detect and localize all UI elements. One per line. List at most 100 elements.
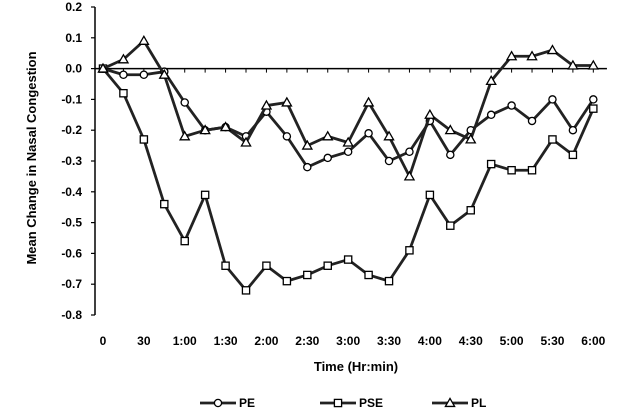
- y-tick-label: -0.3: [61, 154, 82, 168]
- data-point-pl: [383, 130, 395, 141]
- series-pse: [98, 64, 598, 295]
- data-point-pse: [446, 221, 455, 230]
- data-point-pse: [262, 261, 271, 270]
- legend-marker-pl: [444, 397, 456, 408]
- y-tick-label: -0.8: [61, 308, 82, 322]
- data-point-pe: [364, 129, 373, 138]
- data-point-pse: [282, 276, 292, 286]
- x-axis-ticks: 0 30 1:00 1:30 2:00 2:30 3:00 3:30 4:00 4:30 5:00 5…: [100, 68, 606, 348]
- data-point-pl: [546, 44, 559, 55]
- data-point-pl: [97, 62, 109, 73]
- x-tick-label: 6:00: [581, 334, 605, 348]
- data-point-pe: [548, 95, 557, 104]
- data-point-pl: [322, 130, 334, 141]
- data-point-pl: [505, 50, 518, 61]
- x-tick-label: 5:30: [540, 334, 564, 348]
- data-point-pse: [507, 165, 516, 175]
- series-pl: [97, 34, 600, 181]
- data-point-pse: [323, 261, 332, 270]
- data-point-pse: [221, 261, 230, 270]
- data-point-pe: [180, 98, 189, 107]
- data-point-pl: [403, 170, 416, 181]
- y-axis-title: Mean Change in Nasal Congestion: [24, 51, 39, 264]
- data-point-pse: [180, 236, 189, 246]
- data-point-pe: [527, 116, 537, 126]
- data-point-pl: [567, 59, 579, 70]
- y-tick-label: -0.7: [61, 277, 82, 291]
- data-point-pe: [303, 162, 312, 172]
- data-point-pe: [507, 101, 516, 110]
- data-point-pse: [119, 88, 128, 98]
- x-tick-label: 4:00: [418, 334, 442, 348]
- data-point-pe: [343, 147, 353, 157]
- data-point-pse: [589, 104, 598, 113]
- x-tick-label: 30: [137, 334, 151, 348]
- series-line-pl: [102, 39, 594, 178]
- y-axis-ticks: 0.2 0.1 0.0 -0.1 -0.2 -0.3 -0.4 -0.5 -0.6 -0.7 -0.…: [61, 0, 95, 322]
- y-tick-label: 0.2: [65, 0, 82, 14]
- data-point-pse: [139, 135, 149, 144]
- x-tick-label: 5:00: [500, 334, 524, 348]
- data-point-pse: [486, 159, 496, 169]
- data-point-pl: [281, 96, 293, 107]
- x-tick-label: 3:30: [377, 334, 401, 348]
- data-point-pl: [158, 68, 171, 79]
- data-point-pl: [485, 75, 497, 86]
- data-point-pl: [424, 108, 436, 119]
- data-point-pse: [160, 199, 169, 209]
- data-point-pe: [405, 147, 414, 157]
- data-point-pse: [405, 246, 414, 255]
- y-tick-label: -0.5: [61, 216, 82, 230]
- data-point-pe: [568, 125, 578, 135]
- legend-marker-pse: [333, 398, 343, 408]
- data-point-pl: [260, 99, 273, 110]
- data-point-pl: [138, 34, 150, 45]
- series-layer: [97, 34, 600, 295]
- x-tick-label: 3:00: [336, 334, 360, 348]
- data-point-pe: [384, 156, 394, 166]
- data-point-pl: [587, 59, 600, 70]
- data-point-pe: [119, 70, 128, 80]
- data-point-pse: [364, 270, 373, 280]
- data-point-pl: [301, 139, 314, 150]
- data-point-pl: [240, 136, 252, 147]
- legend-marker-pe: [213, 398, 223, 408]
- x-tick-label: 2:30: [295, 334, 319, 348]
- data-point-pse: [466, 206, 475, 215]
- data-point-pl: [526, 50, 538, 61]
- x-tick-label: 4:30: [459, 334, 483, 348]
- x-tick-label: 1:30: [214, 334, 238, 348]
- data-point-pl: [178, 130, 191, 141]
- data-point-pse: [425, 190, 435, 200]
- series-pe: [98, 64, 598, 172]
- legend-label-pl: PL: [471, 396, 486, 410]
- data-point-pse: [343, 255, 353, 264]
- x-tick-label: 2:00: [254, 334, 278, 348]
- data-point-pe: [282, 132, 292, 141]
- legend: PE PSE PL: [200, 396, 486, 410]
- axes: [94, 7, 607, 315]
- legend-label-pse: PSE: [359, 396, 383, 410]
- data-point-pe: [589, 95, 598, 104]
- data-point-pl: [362, 96, 375, 107]
- data-point-pse: [200, 190, 210, 200]
- y-tick-label: -0.2: [61, 123, 82, 137]
- legend-item-pe: PE: [200, 396, 255, 410]
- data-point-pl: [117, 53, 130, 64]
- data-point-pl: [444, 124, 457, 135]
- data-point-pse: [527, 165, 537, 175]
- data-point-pl: [342, 136, 354, 147]
- y-tick-label: 0.0: [65, 62, 82, 76]
- x-tick-label: 0: [100, 334, 107, 348]
- data-point-pe: [446, 150, 455, 160]
- data-point-pse: [384, 276, 394, 286]
- y-tick-label: -0.4: [61, 185, 82, 199]
- data-point-pse: [303, 270, 312, 280]
- data-point-pse: [548, 135, 557, 144]
- x-axis-title: Time (Hr:min): [314, 359, 398, 374]
- legend-label-pe: PE: [239, 396, 255, 410]
- y-tick-label: -0.6: [61, 246, 82, 260]
- y-tick-label: 0.1: [65, 31, 82, 45]
- y-tick-label: -0.1: [61, 92, 82, 106]
